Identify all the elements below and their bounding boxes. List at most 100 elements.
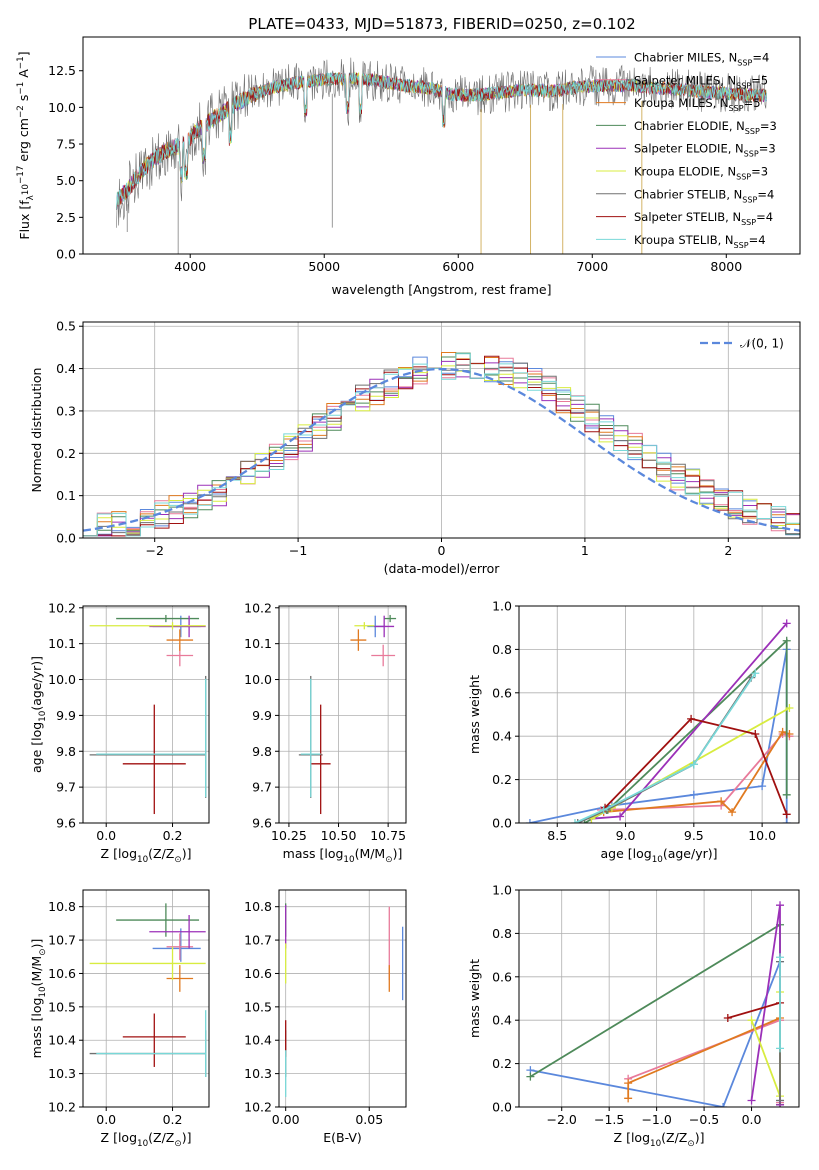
weight-marker-kroupa_miles [778, 727, 787, 736]
y-tick-label: 10.2 [48, 1100, 76, 1115]
y-tick-label: 10.2 [244, 1100, 272, 1115]
axes-frame [82, 36, 801, 255]
x-tick-label: −1.0 [641, 1112, 671, 1127]
plot-area [116, 57, 767, 254]
weight-marker-chabrier_miles [758, 782, 767, 791]
weight-marker-kroupa_elodie [747, 1016, 756, 1025]
x-tick-label: 0.2 [163, 828, 183, 843]
spectrum-line-chabrier_stelib [116, 57, 767, 228]
x-tick-label: −1.5 [594, 1112, 624, 1127]
x-axis-label: Z [log10(Z/Z⊙)] [614, 1130, 705, 1149]
legend-label: Kroupa MILES, NSSP=5 [634, 96, 761, 113]
y-tick-label: 9.8 [56, 744, 76, 759]
y-tick-label: 10.6 [244, 966, 272, 981]
histogram-step-kroupa_stelib [83, 353, 800, 537]
plot-area [89, 614, 207, 815]
y-tick-label: 1.0 [492, 883, 512, 898]
weight-marker-kroupa_stelib [776, 953, 785, 962]
x-tick-label: 9.0 [616, 828, 636, 843]
y-tick-label: 9.9 [252, 708, 272, 723]
axes-frame [518, 605, 800, 824]
y-tick-label: 0.5 [56, 319, 76, 334]
legend-label: Kroupa STELIB, NSSP=4 [634, 233, 766, 250]
plot-area [83, 352, 800, 537]
y-tick-label: 10.0 [48, 672, 76, 687]
legend-label: Chabrier ELODIE, NSSP=3 [634, 119, 777, 136]
weight-marker-salpeter_elodie [747, 1096, 756, 1105]
plot-area [285, 903, 404, 1097]
y-tick-label: 1.0 [492, 599, 512, 614]
x-axis-label: E(B-V) [323, 1130, 362, 1145]
x-axis-label: Z [log10(Z/Z⊙)] [101, 846, 192, 865]
y-tick-label: 9.9 [56, 708, 76, 723]
legend-label: Chabrier STELIB, NSSP=4 [634, 187, 774, 204]
y-tick-label: 0.6 [492, 685, 512, 700]
axes-frame [518, 889, 800, 1108]
mass-vs-metallicity-panel: 0.0 0.2 10.2 10.3 10.4 10.5 10.6 10.7 10.8 Z [log… [29, 889, 210, 1149]
legend-label: Salpeter MILES, NSSP=5 [634, 73, 768, 90]
y-tick-label: 10.2 [48, 600, 76, 615]
y-tick-label: 9.7 [56, 780, 76, 795]
weight-marker-kroupa_stelib [571, 819, 579, 823]
y-tick-label: 9.6 [56, 816, 76, 831]
weight-marker-chabrier_miles [719, 1103, 728, 1107]
x-tick-label: 7000 [576, 259, 608, 274]
plot-area [525, 619, 794, 823]
y-tick-label: 10.2 [244, 600, 272, 615]
y-tick-label: 9.7 [252, 780, 272, 795]
weight-marker-salpeter_elodie [782, 619, 791, 628]
weight-marker-kroupa_stelib [689, 760, 698, 769]
y-axis-label: Normed distribution [29, 368, 44, 493]
x-tick-label: −2.0 [547, 1112, 577, 1127]
y-axis-label: age [log10(age/yr)] [29, 656, 48, 773]
weight-vs-age-panel: 8.5 9.0 9.5 10.0 0.0 0.2 0.4 0.6 0.8 1.0 age [log1… [467, 599, 800, 865]
x-axis-label: mass [log10(M/M⊙)] [283, 846, 403, 865]
x-tick-label: 10.75 [370, 828, 406, 843]
y-tick-label: 10.0 [244, 672, 272, 687]
y-tick-label: 12.5 [48, 63, 76, 78]
y-tick-label: 0.0 [56, 247, 76, 262]
weight-marker-salpeter_stelib [782, 810, 791, 819]
x-axis-label: (data-model)/error [384, 561, 501, 576]
weight-marker-kroupa_stelib [776, 1044, 785, 1053]
y-tick-label: 0.2 [492, 772, 512, 787]
x-tick-label: 8.5 [547, 828, 567, 843]
x-tick-label: 2 [724, 543, 732, 558]
weight-marker-salpeter_elodie [776, 901, 785, 910]
y-tick-label: 10.1 [244, 636, 272, 651]
legend: 𝒩(0, 1) [700, 337, 784, 351]
spectrum-line-salpeter_stelib [116, 72, 767, 210]
weight-marker-chabrier_miles [525, 819, 534, 823]
age-vs-mass-panel: 10.25 10.50 10.75 9.6 9.7 9.8 9.9 10.0 10.1 10.2 m… [244, 600, 407, 865]
axes-frame [82, 889, 210, 1108]
weight-line-salpeter_elodie [750, 905, 781, 1105]
age-vs-metallicity-panel: 0.0 0.2 9.6 9.7 9.8 9.9 10.0 10.1 10.2 Z [log10(Z… [29, 600, 210, 865]
weight-marker-salpeter_elodie [616, 812, 625, 821]
spectrum-line-kroupa_elodie [116, 72, 767, 210]
y-tick-label: 10.8 [48, 899, 76, 914]
y-tick-label: 2.5 [56, 210, 76, 225]
normal-curve [83, 367, 800, 532]
y-tick-label: 0.8 [492, 642, 512, 657]
y-tick-label: 0.8 [492, 926, 512, 941]
weight-marker-kroupa_stelib [751, 669, 760, 678]
x-tick-label: 10.0 [748, 828, 776, 843]
y-tick-label: 0.2 [492, 1056, 512, 1071]
axes-frame [278, 889, 407, 1108]
plot-area [89, 903, 207, 1077]
y-tick-label: 10.6 [48, 966, 76, 981]
weight-marker-kroupa_miles [624, 1094, 633, 1103]
x-tick-label: −2 [145, 543, 163, 558]
legend-label: Chabrier MILES, NSSP=4 [634, 51, 769, 68]
y-tick-label: 0.4 [492, 1013, 512, 1028]
figure-title: PLATE=0433, MJD=51873, FIBERID=0250, z=0… [248, 15, 635, 33]
mass-vs-extinction-panel: 0.00 0.05 10.2 10.3 10.4 10.5 10.6 10.7 10.8 E(B-… [244, 889, 407, 1145]
y-tick-label: 10.8 [244, 899, 272, 914]
y-axis-label: mass weight [467, 675, 482, 754]
x-tick-label: 9.5 [684, 828, 704, 843]
weight-marker-chabrier_elodie [782, 636, 791, 645]
x-tick-label: 0.0 [742, 1112, 762, 1127]
y-tick-label: 9.8 [252, 744, 272, 759]
x-tick-label: 0.2 [163, 1112, 183, 1127]
y-tick-label: 10.5 [244, 999, 272, 1014]
